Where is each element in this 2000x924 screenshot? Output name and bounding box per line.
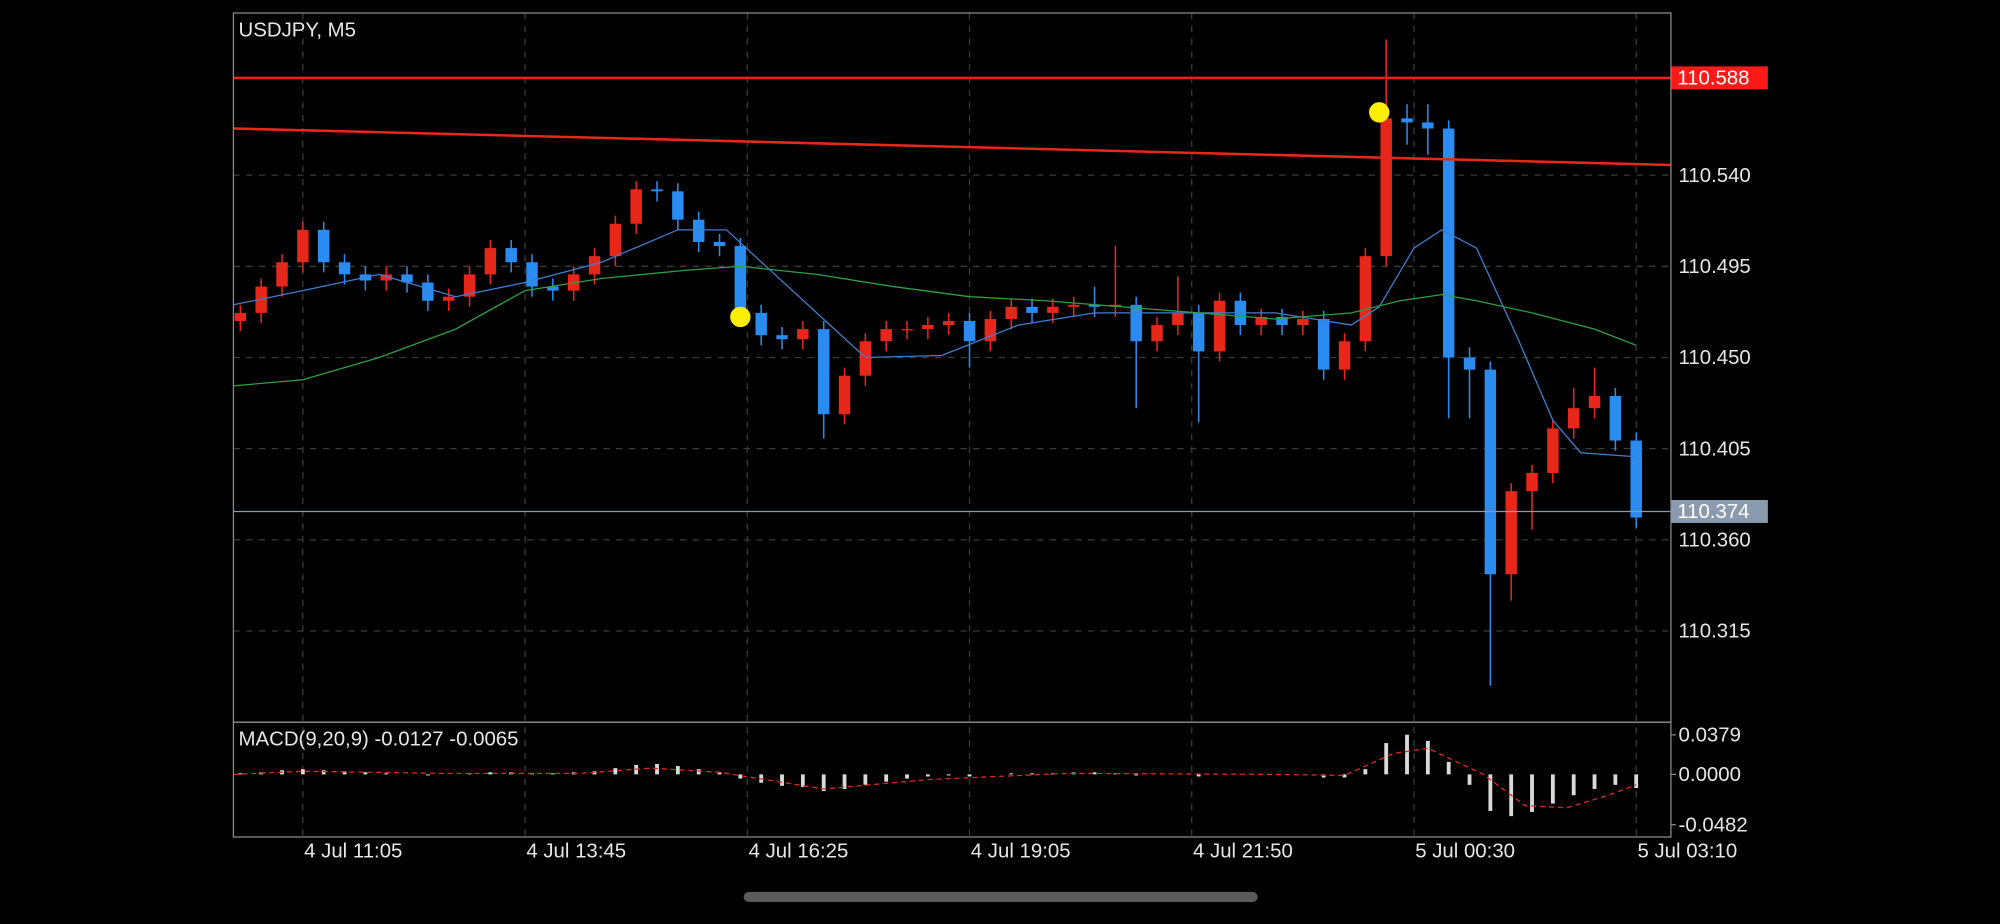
candle-body	[1005, 306, 1017, 319]
x-tick-label: 4 Jul 19:05	[971, 841, 1071, 863]
candle-body	[734, 246, 747, 313]
candle-body	[1380, 118, 1392, 257]
x-tick-label: 4 Jul 11:05	[304, 841, 402, 863]
candle-body	[922, 325, 934, 330]
candle-body	[1442, 128, 1455, 358]
candle-body	[984, 318, 997, 342]
candle-body	[838, 375, 851, 415]
candle-body	[1067, 304, 1080, 307]
signal-marker	[1369, 102, 1390, 123]
candle-body	[776, 335, 788, 340]
x-tick-label: 4 Jul 21:50	[1193, 841, 1293, 863]
candle-body	[297, 229, 309, 263]
home-indicator[interactable]	[743, 891, 1258, 903]
candle-body	[1047, 306, 1059, 313]
trend-line	[233, 127, 1671, 167]
macd-signal	[233, 747, 1637, 809]
candle-body	[1630, 440, 1642, 518]
candle-body	[547, 286, 559, 291]
candle-body	[317, 229, 330, 263]
candle-body	[484, 248, 497, 275]
candle-body	[1567, 408, 1580, 429]
candle-body	[1130, 304, 1142, 342]
candle-body	[859, 341, 872, 376]
price-level-box	[1670, 499, 1768, 523]
candle-body	[1505, 491, 1517, 575]
candle-body	[588, 256, 601, 275]
candle-body	[942, 321, 955, 326]
price-level-box	[1670, 66, 1768, 90]
x-tick-label: 4 Jul 16:25	[749, 841, 849, 863]
price-level-label: 110.374	[1677, 501, 1749, 523]
candle-body	[276, 262, 288, 287]
candle-body	[651, 189, 663, 192]
candle-body	[755, 312, 767, 336]
candle-body	[463, 274, 476, 297]
y-tick-label: 110.315	[1679, 621, 1751, 643]
x-tick-label: 5 Jul 03:10	[1637, 841, 1737, 863]
candle-body	[1338, 341, 1351, 370]
candle-body	[1255, 316, 1267, 326]
candle-body	[526, 262, 538, 287]
candle-body	[1484, 369, 1497, 575]
y-tick-label: 110.495	[1679, 256, 1751, 278]
candle-body	[692, 219, 705, 242]
moving-average	[233, 229, 1637, 458]
candle-body	[630, 189, 642, 224]
y-tick-label: 110.450	[1679, 347, 1751, 369]
candle-body	[1213, 300, 1226, 352]
moving-average	[233, 265, 1637, 387]
candle-body	[1276, 316, 1288, 326]
y-tick-label: 110.540	[1679, 165, 1751, 187]
candle-body	[817, 329, 830, 415]
panel-title: USDJPY, M5	[239, 19, 356, 41]
y-tick-label: 0.0000	[1679, 764, 1741, 786]
candle-body	[1401, 118, 1413, 123]
candle-body	[1359, 256, 1372, 342]
candle-body	[1422, 122, 1434, 129]
candle-body	[672, 191, 684, 220]
candle-body	[1151, 325, 1163, 342]
candle-body	[505, 248, 517, 263]
candle-body	[1317, 318, 1330, 370]
candle-body	[1026, 306, 1038, 313]
candle-body	[234, 312, 247, 322]
candle-body	[1463, 357, 1476, 370]
candle-body	[1547, 428, 1559, 473]
candle-body	[401, 274, 413, 283]
candle-body	[1192, 312, 1205, 352]
panel-title: MACD(9,20,9) -0.0127 -0.0065	[239, 728, 519, 750]
y-tick-label: 110.405	[1679, 438, 1751, 460]
candle-body	[338, 262, 351, 275]
y-tick-label: 0.0379	[1679, 724, 1741, 746]
y-tick-label: -0.0482	[1679, 814, 1748, 836]
candle-body	[901, 329, 913, 331]
candle-body	[1526, 472, 1538, 492]
price-level-label: 110.588	[1677, 68, 1749, 90]
y-tick-label: 110.360	[1679, 530, 1751, 552]
candle-body	[380, 274, 392, 281]
candle-body	[1297, 318, 1309, 326]
candle-body	[713, 241, 726, 247]
candle-body	[422, 282, 434, 301]
candle-body	[1088, 304, 1101, 307]
candle-body	[1172, 312, 1184, 326]
candle-body	[963, 321, 976, 342]
candle-body	[609, 223, 622, 257]
candle-body	[880, 329, 892, 342]
x-tick-label: 4 Jul 13:45	[526, 841, 626, 863]
candle-body	[1609, 395, 1622, 441]
candle-body	[442, 296, 455, 301]
candle-body	[797, 329, 809, 340]
panel-frame	[232, 721, 1672, 838]
signal-marker	[730, 306, 751, 328]
candle-body	[1588, 395, 1601, 409]
x-tick-label: 5 Jul 00:30	[1415, 841, 1515, 863]
